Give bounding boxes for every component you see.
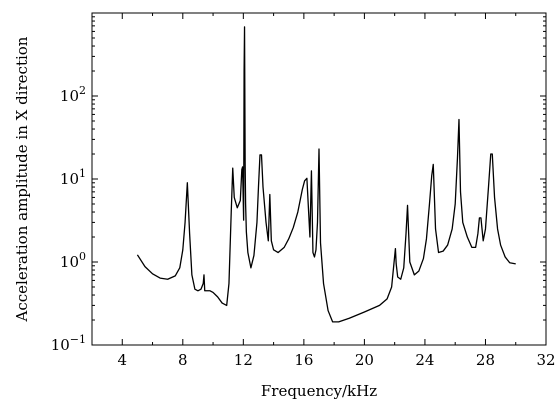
x-tick-label: 24 [415, 351, 434, 369]
x-tick-label: 12 [234, 351, 253, 369]
y-axis-label: Acceleration amplitude in X direction [13, 36, 31, 322]
y-tick-label: 101 [60, 167, 86, 188]
x-axis-label: Frequency/kHz [261, 382, 377, 400]
y-tick-label: 100 [60, 250, 86, 271]
y-tick-label: 102 [60, 84, 86, 105]
y-tick-label: 10−1 [51, 333, 86, 354]
x-tick-labels: 4 8 12 16 20 24 28 32 [117, 351, 555, 369]
axis-ticks [91, 13, 547, 346]
x-tick-label: 16 [294, 351, 313, 369]
x-tick-label: 4 [117, 351, 127, 369]
y-tick-labels: 10−1 100 101 102 [51, 84, 86, 354]
x-tick-label: 8 [178, 351, 188, 369]
amplitude-line [136, 26, 516, 323]
x-tick-label: 20 [355, 351, 374, 369]
x-tick-label: 28 [476, 351, 495, 369]
x-tick-label: 32 [536, 351, 555, 369]
